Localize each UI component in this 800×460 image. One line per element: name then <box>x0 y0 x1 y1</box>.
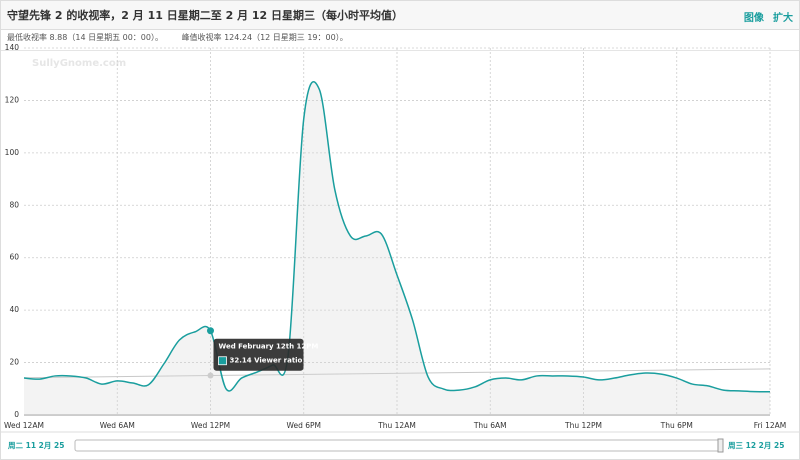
y-tick-label: 20 <box>9 358 19 367</box>
tooltip-series: Viewer ratio <box>254 357 302 365</box>
header: 守望先锋 2 的收视率，2 月 11 日星期二至 2 月 12 日星期三（每小时… <box>1 1 799 30</box>
tooltip: Wed February 12th 12PM 32.14 Viewer ratio <box>213 338 319 371</box>
actions: 图像 扩大 <box>740 6 793 25</box>
navigator-handle <box>717 438 724 453</box>
expand-link[interactable]: 扩大 <box>773 12 793 24</box>
image-link[interactable]: 图像 <box>743 12 764 24</box>
tooltip-swatch <box>218 356 227 366</box>
y-tick-label: 40 <box>9 305 19 314</box>
x-tick-label: Wed 6AM <box>100 421 135 430</box>
y-tick-label: 80 <box>9 200 19 209</box>
x-tick-label: Wed 12PM <box>191 421 230 430</box>
tooltip-box <box>213 338 304 371</box>
y-tick-label: 140 <box>5 43 20 52</box>
x-tick-label: Thu 6AM <box>473 421 507 430</box>
y-tick-label: 100 <box>5 148 20 157</box>
x-tick-label: Thu 6PM <box>660 421 693 430</box>
trendline <box>23 368 771 379</box>
x-tick-label: Wed 6PM <box>286 421 321 430</box>
x-tick-label: Fri 12AM <box>754 421 786 430</box>
tooltip-value: 32.14 Viewer ratio <box>230 357 303 365</box>
hover-point <box>207 327 214 335</box>
line <box>23 81 771 393</box>
chart-title: 守望先锋 2 的收视率，2 月 11 日星期二至 2 月 12 日星期三（每小时… <box>7 9 404 22</box>
navigator-track[interactable] <box>74 439 721 452</box>
y-tick-label: 0 <box>14 410 19 419</box>
tooltip-number: 32.14 <box>230 357 252 365</box>
tooltip-title: Wed February 12th 12PM <box>219 343 319 351</box>
x-tick-label: Thu 12AM <box>377 421 416 430</box>
summary: 最低收视率 8.88（14 日星期五 00：00）。 峰值收视率 124.24（… <box>1 30 799 51</box>
navigator-start: 周二 11 2月 25 <box>8 441 64 450</box>
trend-hover-dot <box>207 372 214 379</box>
y-tick-label: 60 <box>9 253 19 262</box>
min-summary: 最低收视率 8.88（14 日星期五 00：00）。 <box>7 33 163 42</box>
x-tick-label: Wed 12AM <box>4 421 44 430</box>
navigator-end: 周三 12 2月 25 <box>728 441 784 450</box>
watermark: SullyGnome.com <box>32 58 126 69</box>
x-tick-label: Thu 12PM <box>564 421 602 430</box>
y-tick-label: 120 <box>5 95 20 104</box>
peak-summary: 峰值收视率 124.24（12 日星期三 19：00）。 <box>181 33 348 42</box>
